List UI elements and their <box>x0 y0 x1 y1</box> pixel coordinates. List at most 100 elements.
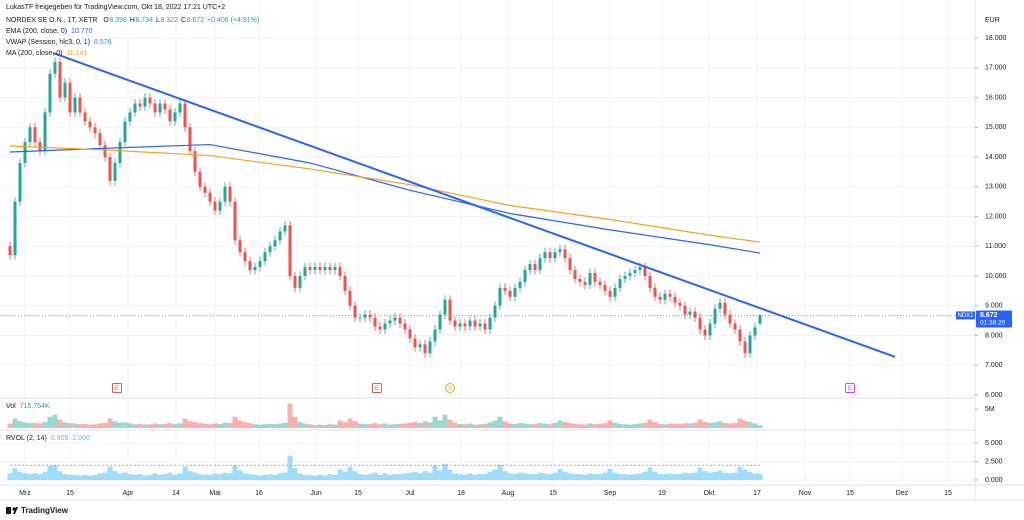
rvol-bar <box>277 473 283 481</box>
candle-body <box>248 261 252 271</box>
ohlc-value: 8.672 <box>187 17 205 24</box>
candle-body <box>628 273 632 276</box>
candle-body <box>683 305 687 315</box>
ohlc-key: O <box>103 17 109 24</box>
candle-body <box>578 278 582 282</box>
volume-bar <box>597 423 603 428</box>
volume-bar <box>707 423 713 428</box>
candle-body <box>43 112 47 152</box>
rvol-bar <box>212 473 218 481</box>
candle-body <box>648 275 652 288</box>
rvol-bar <box>717 470 723 481</box>
volume-bar <box>397 423 403 428</box>
candle-body <box>358 317 362 319</box>
rvol-bar <box>557 468 563 481</box>
legend-value: 11.141 <box>66 50 87 57</box>
volume-bar <box>12 418 18 428</box>
volume-bar <box>322 424 328 428</box>
logo-mark <box>12 507 16 511</box>
event-marker <box>845 383 855 393</box>
rvol-bar <box>267 474 273 481</box>
candle-body <box>153 103 157 113</box>
candle-body <box>38 142 42 152</box>
volume-bar <box>147 424 153 428</box>
rvol-bar <box>172 474 178 481</box>
volume-bar <box>297 421 303 428</box>
candle-body <box>508 290 512 297</box>
rvol-bar <box>272 474 278 481</box>
volume-bar <box>97 423 103 428</box>
event-marker <box>112 383 122 393</box>
volume-bar <box>507 423 513 428</box>
moving-average <box>9 143 761 254</box>
candle-body <box>438 314 442 330</box>
rvol-bar <box>627 474 633 481</box>
rvol-bar <box>72 474 78 481</box>
rvol-bar <box>257 475 263 481</box>
rvol-bar <box>677 474 683 481</box>
rvol-bar <box>122 472 128 481</box>
candle-body <box>398 317 402 324</box>
volume-bar <box>202 423 208 428</box>
rvol-bar <box>217 474 223 481</box>
candle-body <box>283 225 287 232</box>
candle-body <box>73 97 77 113</box>
volume-bar <box>387 424 393 428</box>
candle-body <box>158 103 162 113</box>
ohlc-value: 8.322 <box>160 17 178 24</box>
rvol-bar <box>507 473 513 481</box>
rvol-bar <box>707 472 713 481</box>
x-tick-label: 19 <box>658 490 666 497</box>
rvol-bar <box>462 474 468 481</box>
ohlc-key: H <box>130 17 135 24</box>
rvol-bar <box>322 475 328 481</box>
volume-bar <box>392 424 398 428</box>
y-tick-label: 11.000 <box>985 243 1006 250</box>
candle-body <box>483 323 487 330</box>
candle-body <box>13 201 17 256</box>
rvol-bar <box>702 471 708 481</box>
candle-body <box>523 270 527 282</box>
legend-value: 10.770 <box>71 28 93 35</box>
volume-bar <box>477 424 483 428</box>
volume-bar <box>132 424 138 428</box>
rvol-bar <box>137 474 143 481</box>
price-tag-countdown: 01:38:20 <box>980 320 1006 327</box>
rvol-bar <box>177 473 183 481</box>
volume-bar <box>187 421 193 428</box>
rvol-bar <box>32 473 38 481</box>
candle-body <box>383 323 387 330</box>
rvol-bar <box>342 471 348 481</box>
rvol-bar <box>587 473 593 481</box>
rvol-bar <box>107 466 113 481</box>
rvol-bar <box>47 465 53 481</box>
candle-body <box>268 246 272 253</box>
candle-body <box>558 249 562 253</box>
rvol-bar <box>312 475 318 481</box>
candle-body <box>108 157 112 181</box>
rvol-bar <box>362 474 368 481</box>
volume-bar <box>357 423 363 428</box>
volume-bar <box>672 423 678 428</box>
x-tick-label: 17 <box>753 490 761 497</box>
rvol-bar <box>622 474 628 481</box>
volume-bar <box>652 422 658 428</box>
rvol-bar <box>727 473 733 481</box>
candle-body <box>583 281 587 285</box>
rvol-bar <box>377 474 383 481</box>
candle-body <box>308 267 312 271</box>
volume-bar <box>742 420 748 428</box>
rvol-bar <box>182 466 188 481</box>
logo-mark <box>6 507 11 514</box>
candle-body <box>188 127 192 152</box>
rvol-bar <box>572 474 578 481</box>
attribution: LukasTF freigegeben für TradingView.com,… <box>6 4 225 11</box>
candle-body <box>193 151 197 172</box>
rvol-bar <box>382 473 388 481</box>
volume-bar <box>332 424 338 428</box>
rvol-bar <box>547 474 553 481</box>
volume-bar <box>167 423 173 428</box>
volume-bar <box>137 423 143 428</box>
volume-bar <box>117 422 123 428</box>
candle-body <box>223 186 227 202</box>
